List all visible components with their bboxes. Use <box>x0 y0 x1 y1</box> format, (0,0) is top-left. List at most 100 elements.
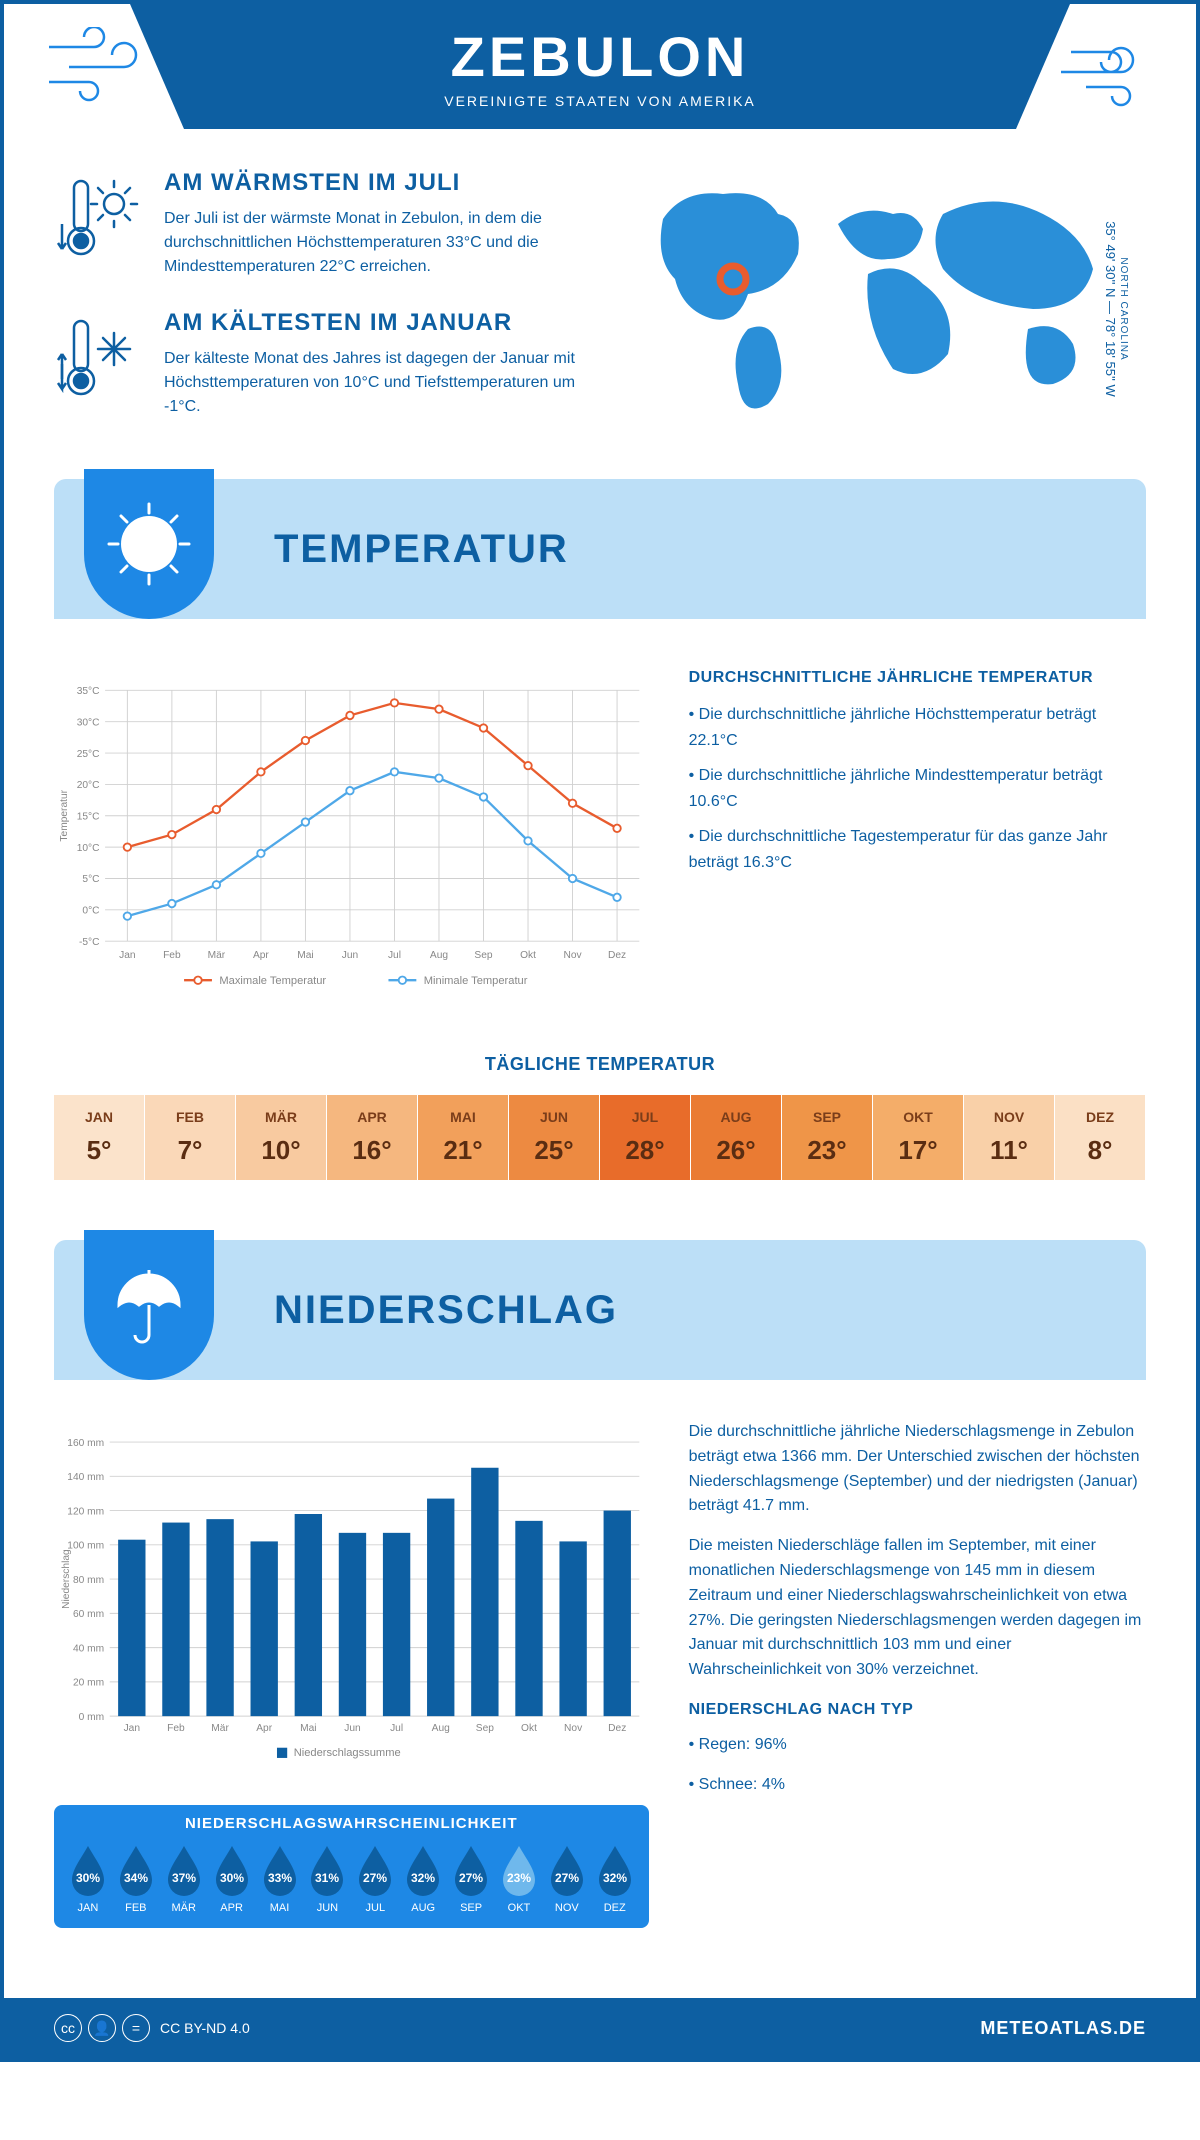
svg-text:Niederschlagssumme: Niederschlagssumme <box>294 1747 401 1759</box>
precip-rain: • Regen: 96% <box>689 1733 1146 1758</box>
temperature-title: TEMPERATUR <box>274 527 569 572</box>
svg-text:25°C: 25°C <box>77 749 100 760</box>
svg-text:Mai: Mai <box>297 950 313 961</box>
daily-col: JAN5° <box>54 1095 145 1180</box>
daily-temp-title: TÄGLICHE TEMPERATUR <box>54 1054 1146 1075</box>
svg-text:120 mm: 120 mm <box>67 1506 104 1517</box>
cold-title: AM KÄLTESTEN IM JANUAR <box>164 309 580 337</box>
thermometer-snow-icon <box>54 309 144 419</box>
svg-text:140 mm: 140 mm <box>67 1472 104 1483</box>
probability-drop: 27% NOV <box>543 1842 591 1914</box>
svg-text:20 mm: 20 mm <box>73 1678 104 1689</box>
precip-snow: • Schnee: 4% <box>689 1773 1146 1798</box>
daily-temp-table: JAN5°FEB7°MÄR10°APR16°MAI21°JUN25°JUL28°… <box>54 1095 1146 1180</box>
svg-text:Feb: Feb <box>167 1723 185 1734</box>
svg-text:Jan: Jan <box>119 950 136 961</box>
svg-text:Apr: Apr <box>253 950 269 961</box>
probability-drop: 27% SEP <box>447 1842 495 1914</box>
precipitation-probability-box: NIEDERSCHLAGSWAHRSCHEINLICHKEIT 30% JAN … <box>54 1805 649 1928</box>
svg-text:Mär: Mär <box>211 1723 229 1734</box>
svg-text:30°C: 30°C <box>77 717 100 728</box>
svg-text:Dez: Dez <box>608 1723 626 1734</box>
svg-text:15°C: 15°C <box>77 811 100 822</box>
probability-drop: 33% MAI <box>256 1842 304 1914</box>
svg-text:31%: 31% <box>315 1871 339 1885</box>
svg-text:Nov: Nov <box>563 950 582 961</box>
daily-col: OKT17° <box>873 1095 964 1180</box>
svg-text:Maximale Temperatur: Maximale Temperatur <box>219 975 326 987</box>
temp-bullet-1: • Die durchschnittliche jährliche Höchst… <box>689 702 1146 753</box>
precip-text-1: Die durchschnittliche jährliche Niedersc… <box>689 1420 1146 1519</box>
svg-text:Jun: Jun <box>344 1723 361 1734</box>
daily-col: APR16° <box>327 1095 418 1180</box>
svg-text:Okt: Okt <box>520 950 536 961</box>
svg-text:33%: 33% <box>267 1871 291 1885</box>
precip-type-title: NIEDERSCHLAG NACH TYP <box>689 1698 1146 1723</box>
cold-text: Der kälteste Monat des Jahres ist dagege… <box>164 347 580 419</box>
warm-title: AM WÄRMSTEN IM JULI <box>164 169 580 197</box>
probability-drop: 32% AUG <box>399 1842 447 1914</box>
coldest-info: AM KÄLTESTEN IM JANUAR Der kälteste Mona… <box>54 309 580 419</box>
probability-drop: 31% JUN <box>303 1842 351 1914</box>
svg-text:27%: 27% <box>363 1871 387 1885</box>
wind-icon-left <box>4 4 184 129</box>
country-subtitle: VEREINIGTE STAATEN VON AMERIKA <box>44 93 1156 109</box>
city-title: ZEBULON <box>44 24 1156 89</box>
svg-text:Jan: Jan <box>124 1723 141 1734</box>
svg-text:37%: 37% <box>172 1871 196 1885</box>
daily-col: JUN25° <box>509 1095 600 1180</box>
svg-text:30%: 30% <box>76 1871 100 1885</box>
svg-text:Apr: Apr <box>256 1723 272 1734</box>
svg-text:Minimale Temperatur: Minimale Temperatur <box>424 975 528 987</box>
svg-text:Niederschlag: Niederschlag <box>61 1549 72 1609</box>
probability-drop: 30% APR <box>208 1842 256 1914</box>
temp-bullet-2: • Die durchschnittliche jährliche Mindes… <box>689 763 1146 814</box>
probability-drop: 34% FEB <box>112 1842 160 1914</box>
wind-icon-right <box>1016 4 1196 129</box>
svg-text:Jul: Jul <box>388 950 401 961</box>
precipitation-section-banner: NIEDERSCHLAG <box>54 1240 1146 1380</box>
coordinates-label: NORTH CAROLINA 35° 49' 30'' N — 78° 18' … <box>1103 221 1133 397</box>
svg-text:Temperatur: Temperatur <box>59 789 70 841</box>
license-text: CC BY-ND 4.0 <box>160 2020 250 2036</box>
probability-drop: 37% MÄR <box>160 1842 208 1914</box>
daily-col: DEZ8° <box>1055 1095 1146 1180</box>
svg-text:Jun: Jun <box>342 950 359 961</box>
warmest-info: AM WÄRMSTEN IM JULI Der Juli ist der wär… <box>54 169 580 279</box>
page-footer: cc 👤 = CC BY-ND 4.0 METEOATLAS.DE <box>4 1998 1196 2058</box>
page-header: ZEBULON VEREINIGTE STAATEN VON AMERIKA <box>4 4 1196 129</box>
probability-drop: 23% OKT <box>495 1842 543 1914</box>
temperature-section-banner: TEMPERATUR <box>54 479 1146 619</box>
precipitation-title: NIEDERSCHLAG <box>274 1288 618 1333</box>
temp-bullet-3: • Die durchschnittliche Tagestemperatur … <box>689 824 1146 875</box>
temperature-line-chart: -5°C0°C5°C10°C15°C20°C25°C30°C35°CJanFeb… <box>54 669 649 1009</box>
prob-title: NIEDERSCHLAGSWAHRSCHEINLICHKEIT <box>64 1815 639 1832</box>
svg-text:Mai: Mai <box>300 1723 316 1734</box>
license-icons: cc 👤 = <box>54 2014 150 2042</box>
daily-col: JUL28° <box>600 1095 691 1180</box>
svg-text:80 mm: 80 mm <box>73 1575 104 1586</box>
svg-text:Feb: Feb <box>163 950 181 961</box>
site-name: METEOATLAS.DE <box>980 2018 1146 2039</box>
svg-text:Aug: Aug <box>432 1723 450 1734</box>
svg-text:Mär: Mär <box>208 950 226 961</box>
probability-drop: 27% JUL <box>351 1842 399 1914</box>
svg-text:60 mm: 60 mm <box>73 1609 104 1620</box>
daily-col: MÄR10° <box>236 1095 327 1180</box>
daily-col: SEP23° <box>782 1095 873 1180</box>
svg-text:Okt: Okt <box>521 1723 537 1734</box>
svg-text:30%: 30% <box>220 1871 244 1885</box>
thermometer-sun-icon <box>54 169 144 279</box>
svg-text:Sep: Sep <box>476 1723 494 1734</box>
svg-text:32%: 32% <box>603 1871 627 1885</box>
probability-drop: 32% DEZ <box>591 1842 639 1914</box>
daily-col: MAI21° <box>418 1095 509 1180</box>
probability-drop: 30% JAN <box>64 1842 112 1914</box>
svg-text:27%: 27% <box>555 1871 579 1885</box>
svg-text:Dez: Dez <box>608 950 626 961</box>
svg-text:Nov: Nov <box>564 1723 583 1734</box>
svg-text:Aug: Aug <box>430 950 448 961</box>
svg-text:27%: 27% <box>459 1871 483 1885</box>
svg-text:0°C: 0°C <box>82 906 99 917</box>
svg-text:40 mm: 40 mm <box>73 1643 104 1654</box>
